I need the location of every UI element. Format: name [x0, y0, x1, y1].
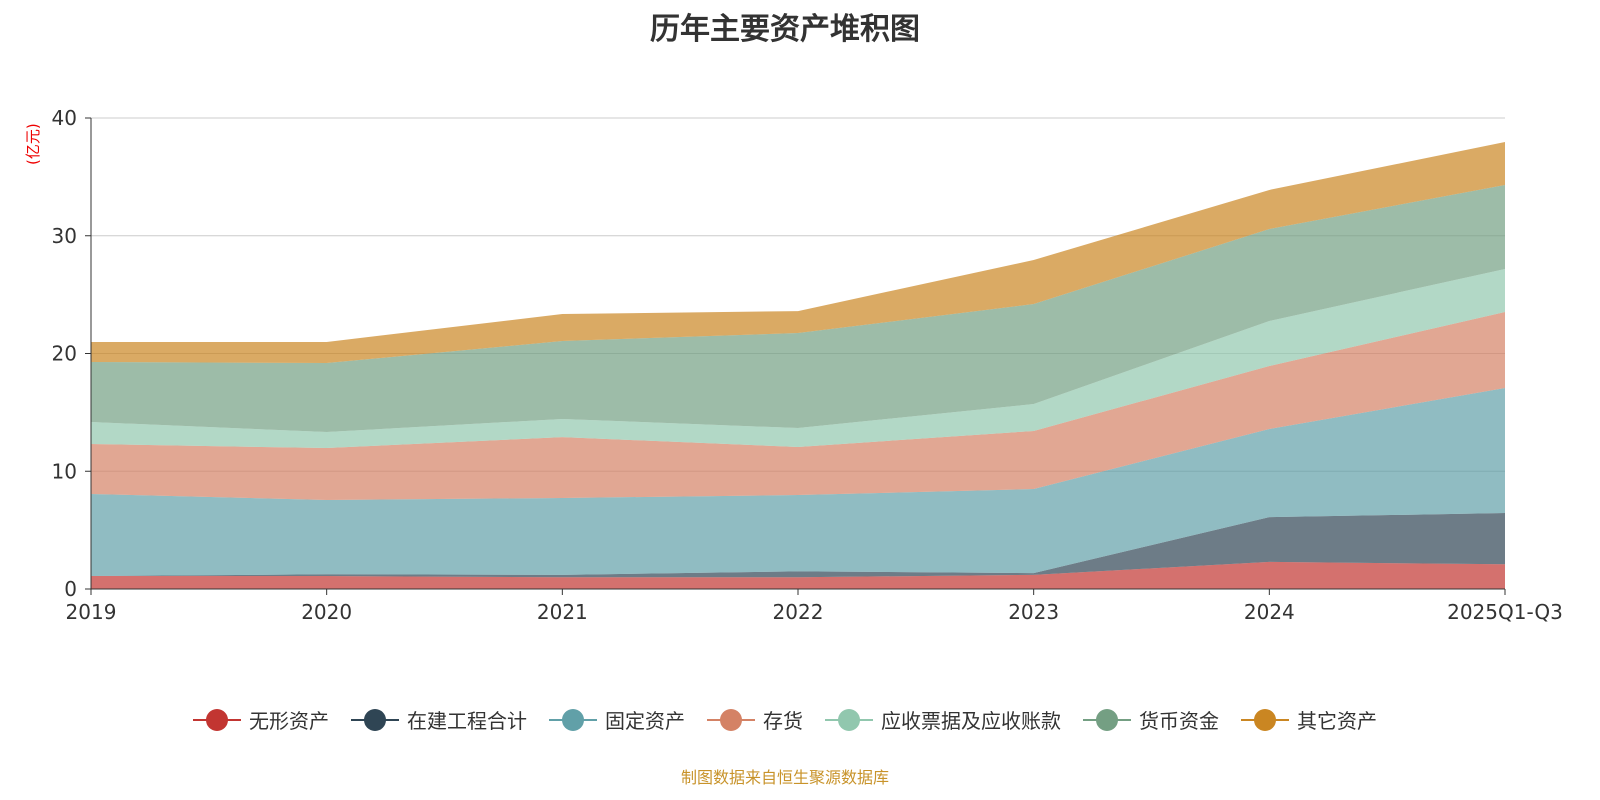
- y-tick-label: 10: [52, 459, 77, 483]
- area-2: [91, 513, 1505, 578]
- legend-item[interactable]: 应收票据及应收账款: [825, 705, 1061, 734]
- legend-label: 存货: [763, 709, 803, 733]
- legend-item[interactable]: 固定资产: [549, 705, 685, 734]
- legend-marker-icon: [1241, 708, 1289, 732]
- x-tick-label: 2021: [537, 600, 588, 624]
- legend-label: 其它资产: [1297, 709, 1377, 733]
- stacked-area-chart: 0 10 20 30 40 2019 2020 2021 2022 2023 2024 2025Q1-…: [52, 106, 1563, 624]
- area-7: [91, 142, 1505, 364]
- y-tick-label: 30: [52, 224, 77, 248]
- legend: 无形资产 在建工程合计 固定资产 存货 应收票据及应收账款 货币资金 其它资产: [0, 705, 1570, 734]
- x-tick-label: 2020: [301, 600, 352, 624]
- legend-item[interactable]: 其它资产: [1241, 705, 1377, 734]
- legend-marker-icon: [707, 708, 755, 732]
- legend-item[interactable]: 货币资金: [1083, 705, 1219, 734]
- legend-label: 应收票据及应收账款: [881, 709, 1061, 733]
- legend-marker-icon: [193, 708, 241, 732]
- legend-marker-icon: [351, 708, 399, 732]
- x-tick-label: 2024: [1244, 600, 1295, 624]
- legend-label: 在建工程合计: [407, 709, 527, 733]
- legend-marker-icon: [825, 708, 873, 732]
- legend-label: 无形资产: [249, 709, 329, 733]
- legend-marker-icon: [1083, 708, 1131, 732]
- legend-item[interactable]: 在建工程合计: [351, 705, 527, 734]
- legend-item[interactable]: 存货: [707, 705, 803, 734]
- y-tick-label: 40: [52, 106, 77, 130]
- legend-label: 货币资金: [1139, 709, 1219, 733]
- legend-marker-icon: [549, 708, 597, 732]
- area-3: [91, 388, 1505, 577]
- area-4: [91, 312, 1505, 500]
- area-5: [91, 268, 1505, 449]
- legend-label: 固定资产: [605, 709, 685, 733]
- x-tick-label: 2025Q1-Q3: [1447, 600, 1563, 624]
- x-tick-label: 2022: [773, 600, 824, 624]
- x-tick-label: 2019: [66, 600, 117, 624]
- chart-title: 历年主要资产堆积图: [650, 12, 920, 47]
- y-tick-label: 0: [64, 577, 77, 601]
- area-1: [91, 561, 1505, 589]
- legend-item[interactable]: 无形资产: [193, 705, 329, 734]
- area-6: [91, 184, 1505, 433]
- data-source-note: 制图数据来自恒生聚源数据库: [680, 768, 889, 787]
- y-tick-label: 20: [52, 342, 77, 366]
- x-tick-label: 2023: [1008, 600, 1059, 624]
